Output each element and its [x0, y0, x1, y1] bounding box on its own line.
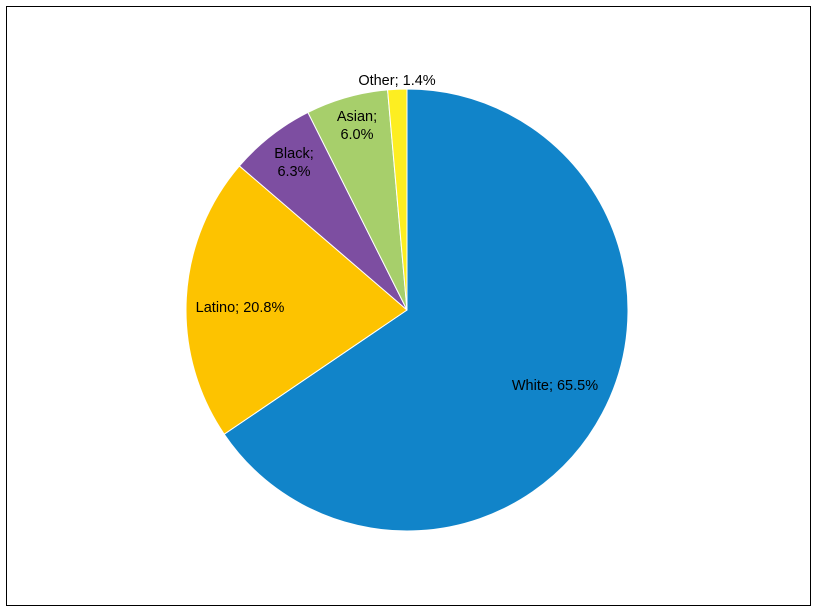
pie-slice-white	[223, 88, 629, 532]
pie-chart: White; 65.5% Latino; 20.8% Black; 6.3% Asian…	[185, 73, 629, 532]
data-label-black: Black; 6.3%	[274, 146, 314, 180]
data-label-latino: Latino; 20.8%	[196, 300, 285, 316]
data-label-other: Other; 1.4%	[358, 73, 435, 89]
pie-slice-latino	[185, 165, 408, 435]
pie-labels: White; 65.5% Latino; 20.8% Black; 6.3% Asian…	[196, 73, 599, 394]
pie-slices	[185, 88, 629, 532]
data-label-asian: Asian; 6.0%	[337, 109, 377, 143]
pie-slice-other	[387, 88, 408, 311]
data-label-white: White; 65.5%	[512, 378, 598, 394]
